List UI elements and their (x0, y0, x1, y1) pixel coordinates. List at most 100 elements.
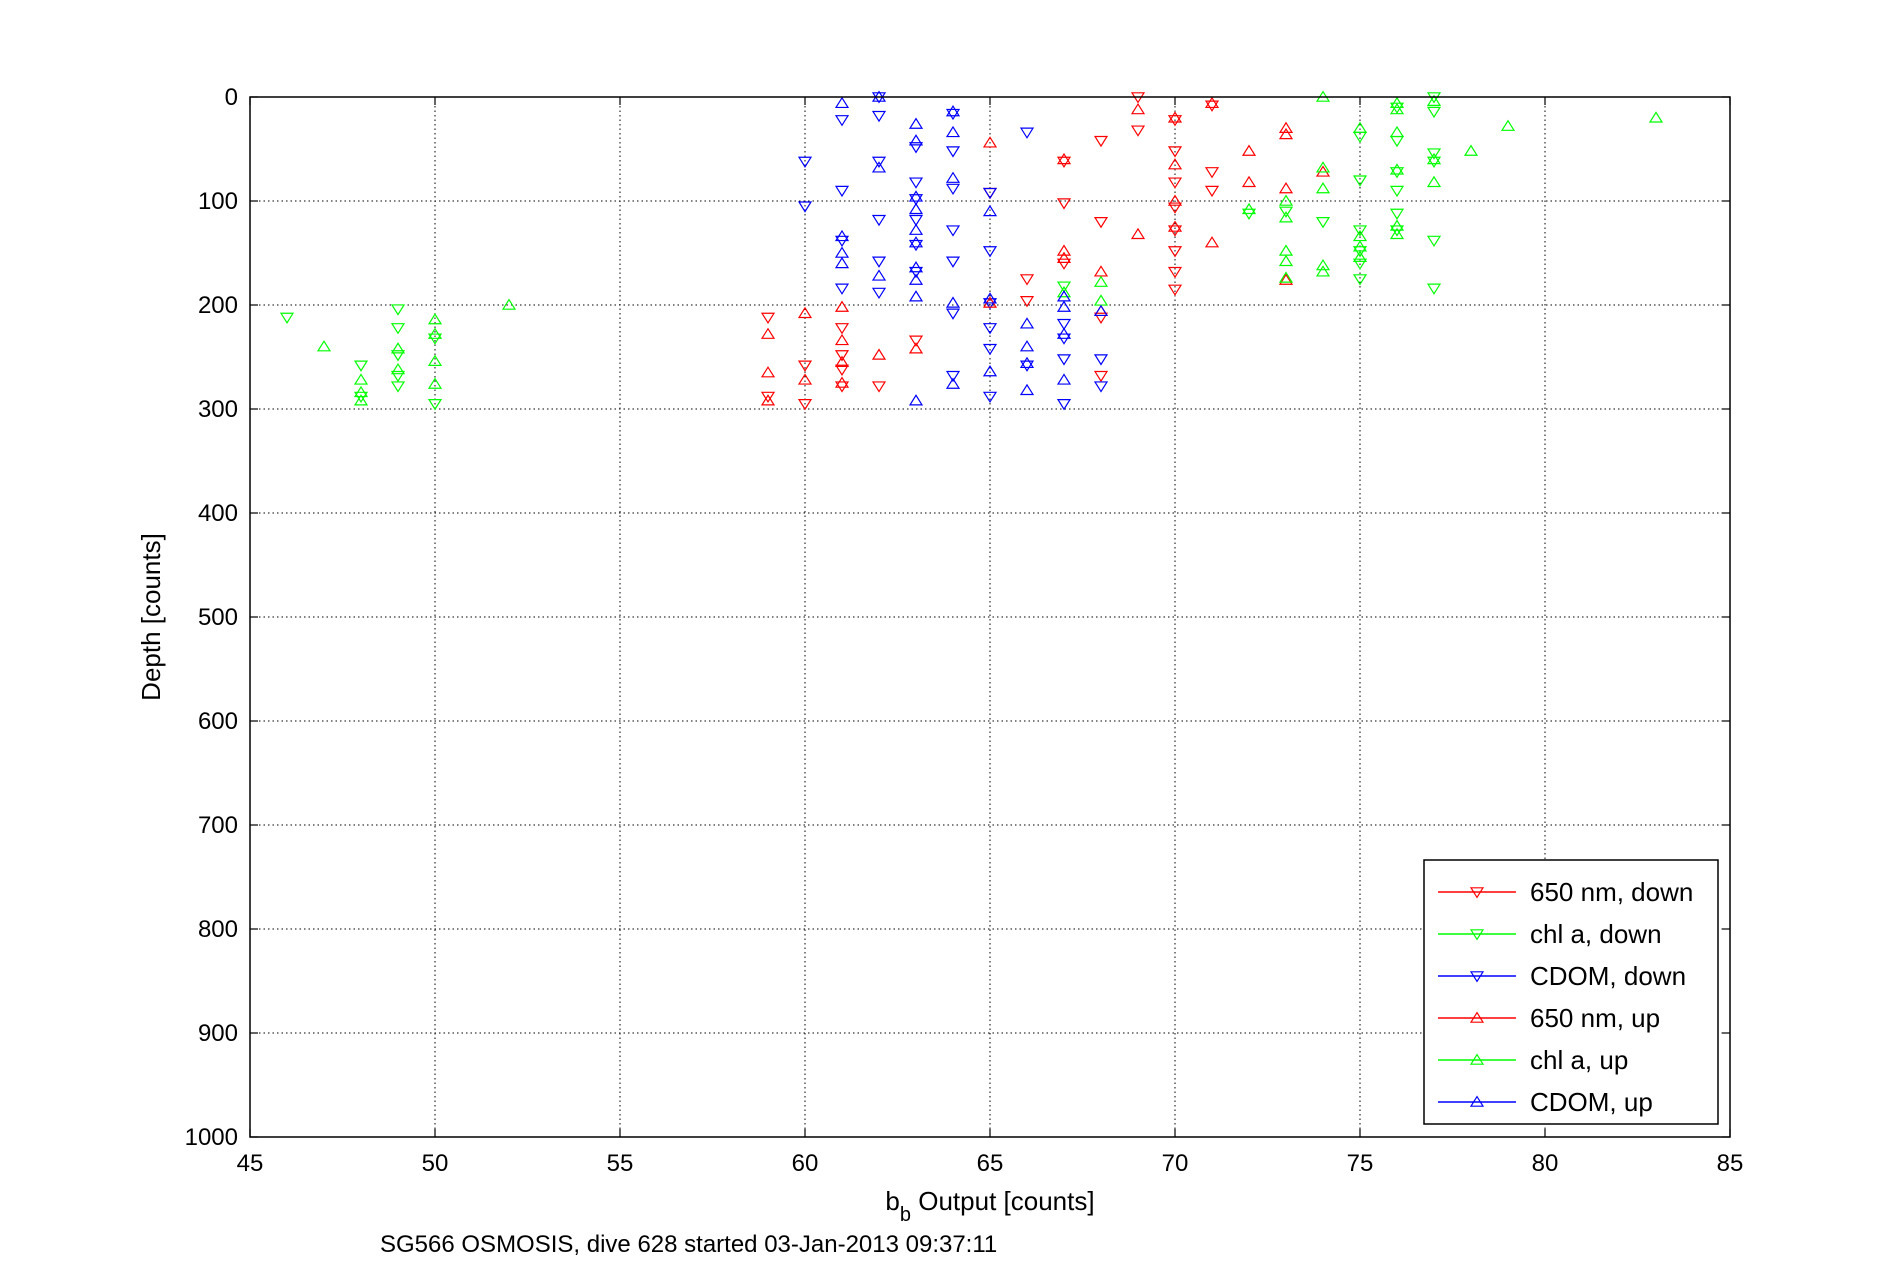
data-point (1241, 202, 1257, 215)
data-point (1204, 236, 1220, 248)
data-point (908, 223, 924, 235)
data-point (1056, 258, 1072, 270)
data-point (1315, 258, 1331, 271)
data-point (1278, 273, 1294, 285)
data-point (1093, 275, 1109, 287)
data-point (908, 394, 924, 406)
data-point (834, 96, 850, 109)
data-point (982, 296, 998, 308)
data-point (427, 354, 443, 366)
data-point (945, 296, 961, 308)
data-point (871, 161, 887, 173)
data-point (1426, 175, 1442, 188)
data-point (908, 290, 924, 302)
data-point (982, 365, 998, 377)
data-point (1056, 399, 1072, 411)
data-point (945, 171, 961, 183)
data-points (279, 90, 1664, 411)
data-point (1056, 251, 1072, 263)
data-point (797, 306, 813, 319)
data-point (1130, 125, 1146, 137)
data-point (1204, 100, 1220, 112)
data-point (353, 394, 369, 406)
data-point (834, 323, 850, 335)
data-point (1204, 167, 1220, 179)
data-point (1167, 202, 1183, 214)
data-point (1056, 373, 1072, 385)
data-point (1278, 194, 1294, 206)
y-tick-label: 400 (198, 500, 238, 527)
data-point (1167, 115, 1183, 127)
data-point (1426, 106, 1442, 119)
data-point (1426, 148, 1442, 160)
data-point (1315, 161, 1331, 173)
data-point (1463, 144, 1479, 156)
data-point (427, 399, 443, 411)
legend-label: CDOM, up (1530, 1087, 1653, 1117)
x-tick-label: 70 (1162, 1150, 1189, 1177)
y-tick-label: 600 (198, 708, 238, 735)
data-point (427, 327, 443, 339)
data-point (1352, 250, 1368, 262)
data-point (908, 335, 924, 347)
y-tick-label: 900 (198, 1020, 238, 1047)
data-point (834, 350, 850, 362)
x-tick-label: 45 (237, 1150, 264, 1177)
data-point (1426, 283, 1442, 295)
data-point (908, 142, 924, 154)
data-point (834, 256, 850, 269)
data-point (1241, 144, 1257, 156)
data-point (1056, 244, 1072, 256)
y-tick-label: 200 (198, 292, 238, 319)
chart-caption: SG566 OSMOSIS, dive 628 started 03-Jan-2… (380, 1231, 997, 1258)
data-point (1204, 185, 1220, 198)
data-point (1056, 327, 1072, 339)
data-point (1019, 317, 1035, 329)
data-point (908, 190, 924, 202)
series-group (760, 96, 1331, 406)
data-point (1167, 146, 1183, 158)
data-point (1352, 258, 1368, 270)
data-point (871, 156, 887, 169)
data-point (871, 214, 887, 227)
y-axis-label: Depth [counts] (136, 533, 166, 701)
y-tick-label: 100 (198, 188, 238, 215)
data-point (1204, 96, 1220, 109)
data-point (390, 381, 406, 393)
legend-marker (1469, 929, 1485, 941)
data-point (1278, 271, 1294, 283)
y-tick-label: 800 (198, 916, 238, 943)
legend-box (1423, 859, 1719, 1125)
data-point (1056, 198, 1072, 210)
data-point (1019, 383, 1035, 396)
x-tick-label: 55 (607, 1150, 634, 1177)
data-point (1093, 304, 1109, 317)
data-point (1426, 156, 1442, 169)
legend-label: chl a, down (1530, 919, 1662, 949)
data-point (908, 177, 924, 189)
data-point (1130, 102, 1146, 115)
x-tick-label: 50 (422, 1150, 449, 1177)
data-point (1389, 219, 1405, 231)
data-point (1648, 111, 1664, 123)
x-axis-label-b: b (885, 1186, 899, 1216)
data-point (1241, 175, 1257, 188)
data-point (1019, 296, 1035, 308)
data-point (427, 377, 443, 389)
data-point (908, 236, 924, 248)
legend-marker (1469, 1011, 1485, 1023)
data-point (1389, 163, 1405, 175)
data-point (1056, 318, 1072, 331)
data-point (945, 225, 961, 237)
legend-marker (1469, 1095, 1485, 1107)
data-point (1352, 175, 1368, 187)
data-point (390, 342, 406, 354)
y-tick-label: 0 (225, 84, 238, 111)
data-point (1315, 165, 1331, 177)
y-tick-labels: 0 100 200 300 400 500 600 700 800 900 1000 (185, 84, 238, 1151)
legend-label: 650 nm, down (1530, 877, 1693, 907)
data-point (1352, 121, 1368, 133)
data-point (945, 183, 961, 196)
data-point (1093, 370, 1109, 383)
